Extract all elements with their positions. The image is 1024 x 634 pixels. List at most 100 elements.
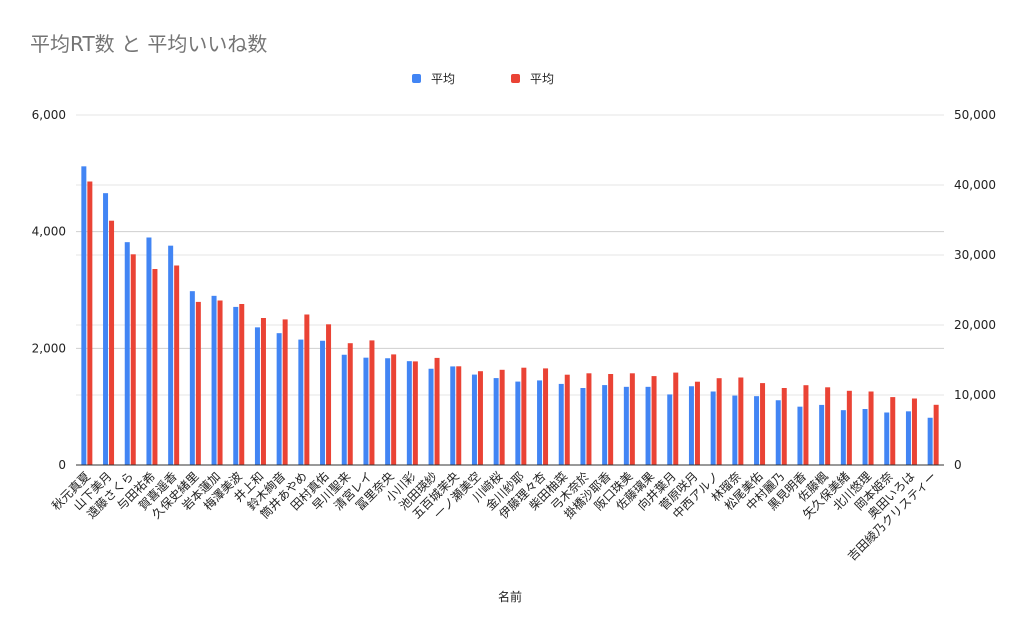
- bar-left-series: [862, 409, 868, 465]
- bar-left-series: [602, 385, 608, 465]
- bar-right-series: [521, 367, 527, 465]
- bar-left-series: [211, 295, 217, 465]
- bar-right-series: [651, 376, 657, 465]
- bar-left-series: [797, 406, 803, 465]
- left-axis-tick-label: 0: [58, 458, 66, 472]
- bar-left-series: [341, 354, 347, 465]
- bar-left-series: [124, 242, 130, 465]
- right-axis-tick-label: 50,000: [954, 108, 996, 122]
- bar-right-series: [260, 318, 266, 465]
- bar-left-series: [428, 368, 434, 465]
- bar-left-series: [558, 383, 564, 465]
- legend-label-left-series: 平均: [431, 72, 456, 86]
- bar-left-series: [645, 386, 651, 465]
- bar-right-series: [391, 354, 397, 465]
- x-axis-title: 名前: [498, 589, 522, 604]
- bar-left-series: [819, 404, 825, 465]
- bar-right-series: [608, 374, 614, 465]
- bar-right-series: [911, 398, 917, 465]
- bar-right-series: [477, 371, 483, 465]
- bar-right-series: [217, 300, 223, 465]
- legend-swatch-red: [511, 74, 520, 83]
- bar-left-series: [688, 386, 694, 465]
- bar-left-series: [189, 291, 195, 465]
- left-axis-tick-label: 6,000: [32, 108, 66, 122]
- bar-left-series: [320, 340, 326, 465]
- bar-right-series: [694, 381, 700, 465]
- bar-left-series: [233, 306, 239, 465]
- left-axis-tick-label: 2,000: [32, 341, 66, 355]
- bar-right-series: [825, 387, 831, 465]
- bar-left-series: [450, 366, 456, 465]
- bar-right-series: [152, 269, 158, 465]
- bar-left-series: [298, 339, 304, 465]
- bar-left-series: [537, 380, 543, 465]
- bar-left-series: [840, 410, 846, 465]
- bar-right-series: [239, 304, 245, 465]
- legend: 平均 平均: [0, 70, 1024, 90]
- legend-swatch-blue: [412, 74, 421, 83]
- legend-label-right-series: 平均: [530, 72, 555, 86]
- right-axis-tick-label: 20,000: [954, 318, 996, 332]
- bar-left-series: [754, 396, 760, 465]
- bar-right-series: [629, 373, 635, 465]
- bar-left-series: [927, 417, 933, 465]
- bar-right-series: [434, 357, 440, 465]
- bar-right-series: [412, 361, 418, 465]
- bar-left-series: [905, 411, 911, 465]
- bar-right-series: [130, 254, 136, 465]
- bar-left-series: [168, 245, 174, 465]
- bar-left-series: [406, 361, 412, 465]
- bar-right-series: [716, 378, 722, 465]
- bar-right-series: [326, 324, 332, 465]
- bar-left-series: [81, 166, 87, 466]
- bar-right-series: [738, 377, 744, 465]
- bar-left-series: [580, 388, 586, 465]
- bar-right-series: [543, 368, 549, 465]
- bar-left-series: [884, 412, 890, 465]
- legend-item-right-series[interactable]: 平均: [511, 70, 554, 87]
- bar-left-series: [710, 391, 716, 465]
- bar-right-series: [890, 397, 896, 465]
- bar-left-series: [493, 378, 499, 465]
- bar-right-series: [673, 372, 679, 465]
- right-axis-tick-label: 0: [954, 458, 962, 472]
- bar-left-series: [103, 193, 109, 465]
- bar-left-series: [775, 400, 781, 465]
- bar-right-series: [456, 366, 462, 465]
- bar-right-series: [87, 181, 93, 465]
- bar-right-series: [803, 385, 809, 465]
- bar-left-series: [363, 357, 369, 465]
- chart-title: 平均RT数 と 平均いいね数: [30, 32, 268, 56]
- bar-left-series: [471, 374, 477, 465]
- bar-left-series: [623, 386, 629, 465]
- right-axis-tick-label: 40,000: [954, 178, 996, 192]
- bar-right-series: [933, 404, 939, 465]
- bar-left-series: [254, 327, 260, 465]
- bar-right-series: [369, 340, 375, 465]
- bar-right-series: [174, 265, 180, 465]
- bar-right-series: [846, 390, 852, 465]
- bar-right-series: [109, 220, 115, 465]
- right-axis-tick-label: 30,000: [954, 248, 996, 262]
- bar-right-series: [781, 388, 787, 465]
- bar-right-series: [564, 374, 570, 465]
- bar-left-series: [515, 381, 521, 465]
- bar-left-series: [667, 394, 673, 465]
- bar-right-series: [195, 301, 201, 465]
- right-axis-tick-label: 10,000: [954, 388, 996, 402]
- bar-right-series: [586, 373, 592, 465]
- legend-item-left-series[interactable]: 平均: [412, 70, 455, 87]
- bar-right-series: [868, 391, 874, 465]
- bar-left-series: [276, 333, 282, 465]
- bar-left-series: [732, 395, 738, 465]
- bar-left-series: [385, 358, 391, 465]
- left-axis-tick-label: 4,000: [32, 225, 66, 239]
- bar-left-series: [146, 237, 152, 465]
- bar-right-series: [304, 314, 310, 465]
- bar-right-series: [499, 369, 505, 465]
- bar-right-series: [282, 319, 288, 465]
- bar-right-series: [760, 383, 766, 465]
- bar-right-series: [347, 343, 353, 465]
